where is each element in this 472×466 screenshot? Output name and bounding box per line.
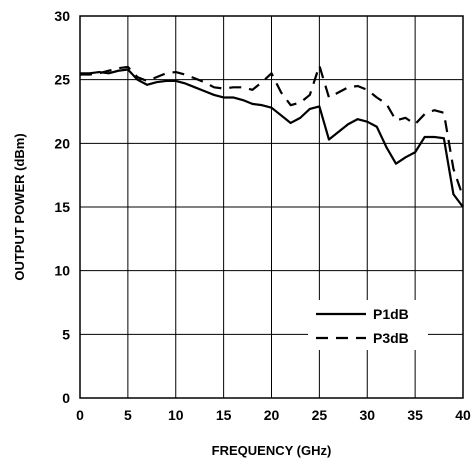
y-axis-title: OUTPUT POWER (dBm)	[12, 133, 27, 280]
x-tick-label: 20	[264, 407, 280, 423]
y-tick-label: 25	[54, 72, 70, 88]
x-tick-label: 10	[168, 407, 184, 423]
series-line-p1db	[80, 68, 464, 208]
legend-label-p1db: P1dB	[373, 306, 409, 322]
series-line-p3db	[80, 64, 465, 198]
y-tick-label: 20	[54, 135, 70, 151]
x-axis-ticks: 0 5 10 15 20 25 30 35 40	[76, 407, 471, 423]
x-tick-label: 0	[76, 407, 84, 423]
x-tick-label: 5	[124, 407, 132, 423]
y-axis-ticks: 0 5 10 15 20 25 30	[54, 8, 70, 406]
legend-label-p3db: P3dB	[373, 330, 409, 346]
x-tick-label: 35	[407, 407, 423, 423]
y-tick-label: 15	[54, 199, 70, 215]
x-tick-label: 25	[312, 407, 328, 423]
grid	[79, 15, 464, 399]
x-tick-label: 30	[359, 407, 375, 423]
y-tick-label: 30	[54, 8, 70, 24]
y-tick-label: 0	[62, 390, 70, 406]
legend: P1dB P3dB	[308, 300, 428, 350]
legend-box	[308, 300, 428, 350]
x-tick-label: 40	[455, 407, 471, 423]
y-tick-label: 10	[54, 263, 70, 279]
series-group	[80, 64, 465, 208]
x-axis-title: FREQUENCY (GHz)	[212, 443, 332, 458]
x-tick-label: 15	[216, 407, 232, 423]
y-tick-label: 5	[62, 326, 70, 342]
